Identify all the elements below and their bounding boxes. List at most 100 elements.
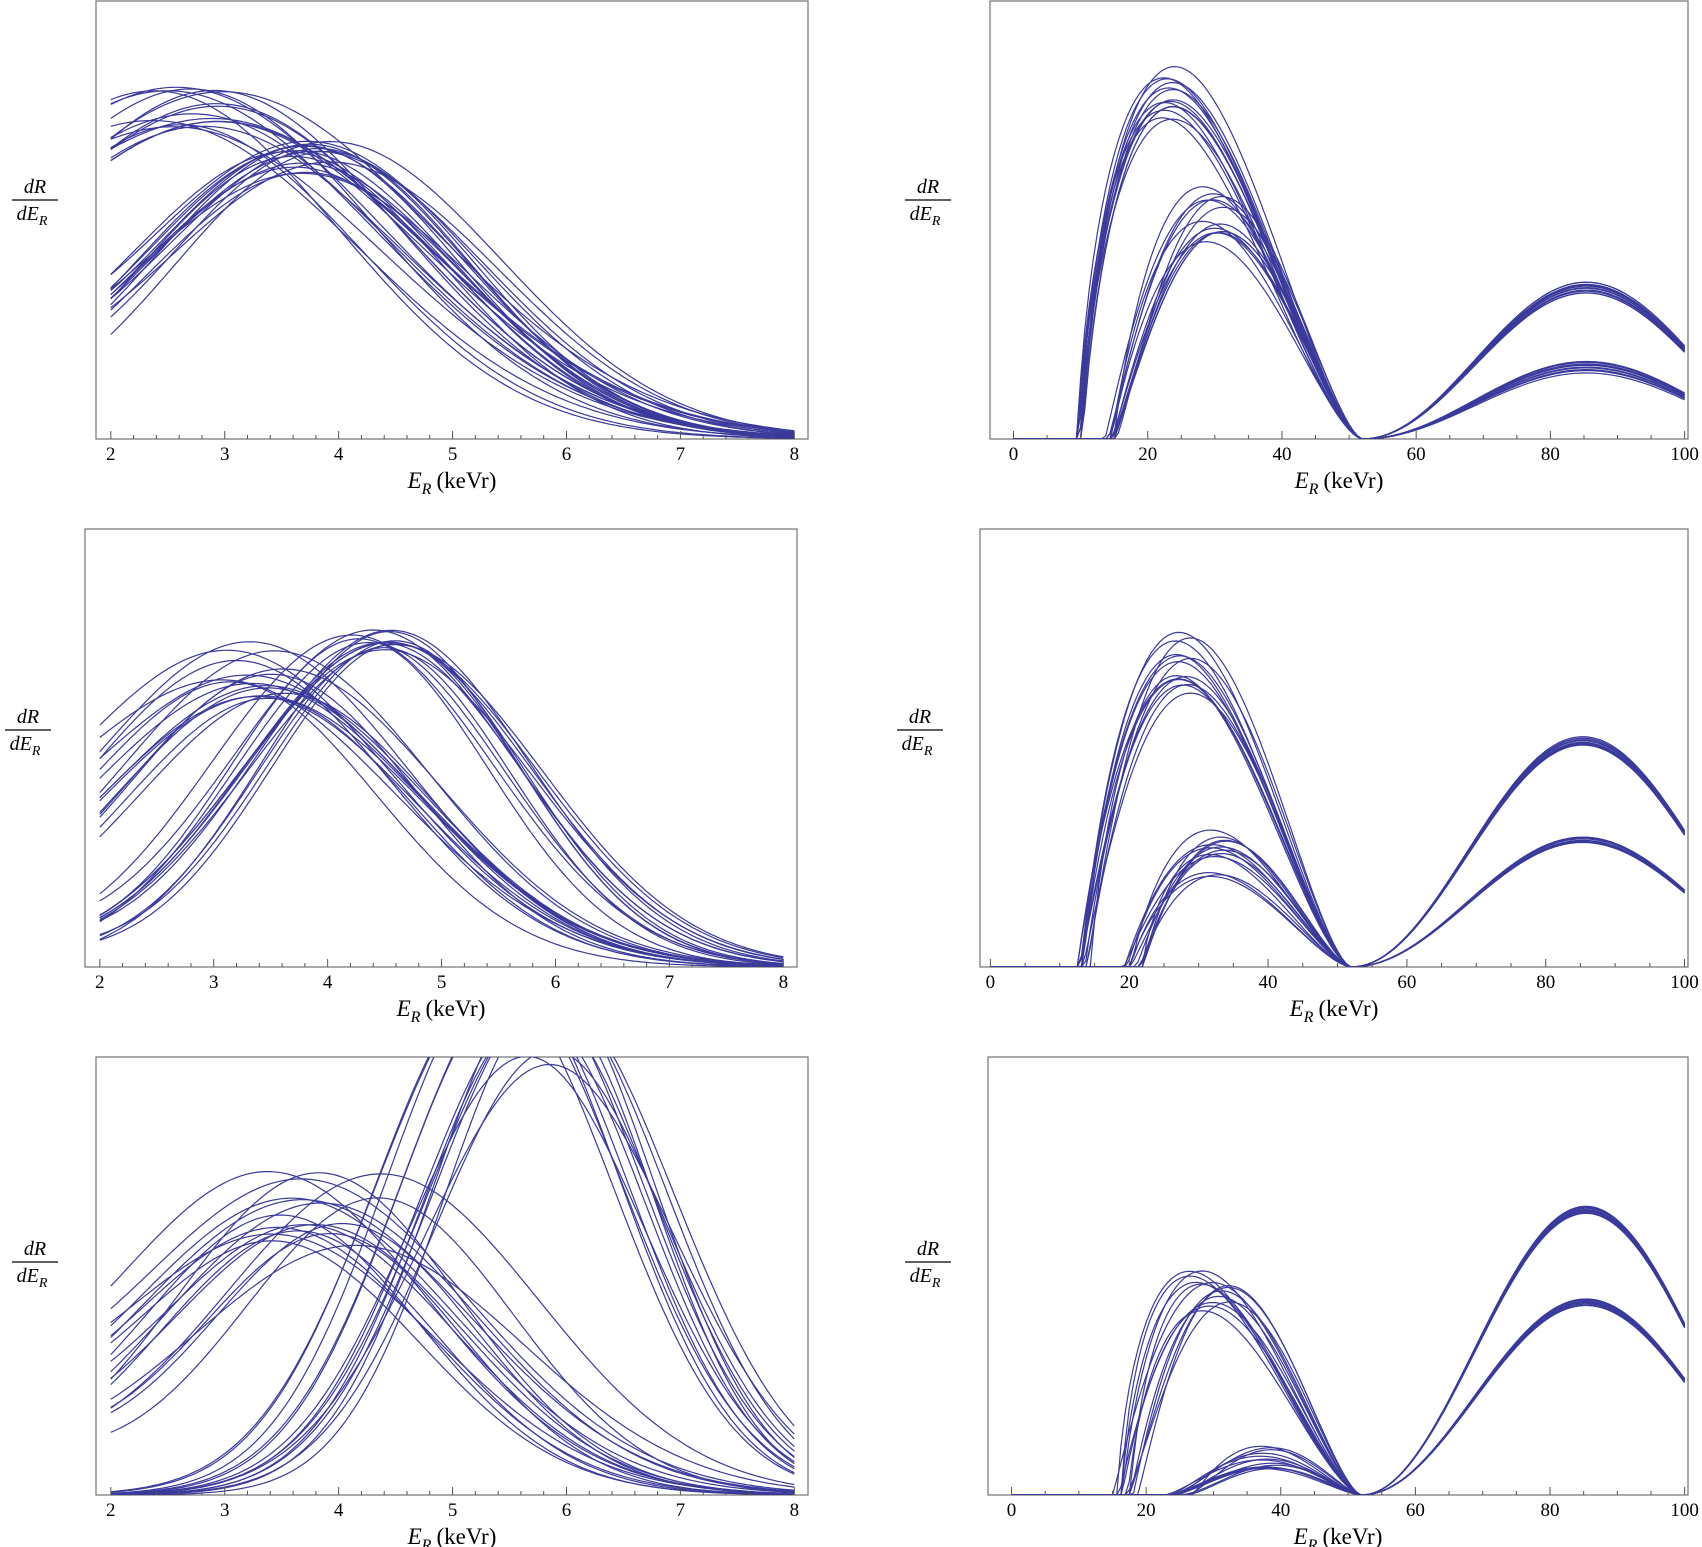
series-line-2-11 bbox=[1013, 241, 1685, 439]
series-line-1-6 bbox=[1013, 78, 1686, 439]
series-line-1-8 bbox=[1011, 1210, 1686, 1495]
series-group bbox=[1013, 65, 1686, 439]
x-tick-label: 3 bbox=[220, 1500, 230, 1521]
x-tick-label: 20 bbox=[1137, 1500, 1156, 1521]
series-line-2-13 bbox=[99, 642, 784, 963]
x-tick-label: 20 bbox=[1120, 972, 1139, 993]
x-axis-label: ER (keVr) bbox=[396, 996, 486, 1026]
x-tick-label: 60 bbox=[1397, 972, 1416, 993]
series-line-1-3 bbox=[110, 121, 795, 434]
x-tick-label: 3 bbox=[209, 972, 219, 993]
series-line-2-10 bbox=[110, 1057, 795, 1494]
series-line-2-5 bbox=[110, 1057, 795, 1495]
svg-text:dER: dER bbox=[910, 203, 941, 229]
x-tick-label: 6 bbox=[562, 1500, 572, 1521]
series-group bbox=[110, 1057, 795, 1495]
x-tick-label: 0 bbox=[986, 972, 996, 993]
series-line-1-8 bbox=[110, 1233, 795, 1495]
series-line-1-14 bbox=[990, 679, 1685, 967]
series-line-2-14 bbox=[990, 840, 1685, 967]
y-axis-label: dR dER bbox=[12, 1238, 58, 1291]
series-line-1-12 bbox=[1011, 1211, 1686, 1495]
series-line-1-11 bbox=[110, 1197, 795, 1493]
x-tick-label: 8 bbox=[779, 972, 789, 993]
series-line-1-10 bbox=[1011, 1206, 1686, 1495]
series-line-2-5 bbox=[1013, 199, 1685, 439]
series-line-1-4 bbox=[110, 1202, 795, 1493]
x-axis-label: ER (keVr) bbox=[407, 1524, 497, 1547]
x-tick-label: 0 bbox=[1007, 1500, 1017, 1521]
series-group bbox=[99, 629, 784, 967]
x-tick-label: 6 bbox=[551, 972, 561, 993]
series-line-1-3 bbox=[1011, 1211, 1686, 1495]
x-tick-label: 7 bbox=[665, 972, 675, 993]
x-tick-label: 60 bbox=[1406, 1500, 1425, 1521]
series-line-1-1 bbox=[1013, 117, 1686, 439]
series-line-2-8 bbox=[99, 629, 784, 962]
series-line-2-4 bbox=[1013, 232, 1685, 439]
series-line-2-13 bbox=[1011, 1301, 1686, 1495]
series-line-1-16 bbox=[110, 1244, 795, 1488]
series-line-2-5 bbox=[1011, 1304, 1686, 1495]
series-line-1-4 bbox=[1013, 88, 1686, 439]
x-axis-label: ER (keVr) bbox=[1294, 468, 1384, 498]
x-tick-label: 60 bbox=[1407, 444, 1426, 465]
x-tick-label: 5 bbox=[437, 972, 447, 993]
series-line-1-5 bbox=[1011, 1205, 1686, 1495]
series-group bbox=[1011, 1205, 1686, 1495]
x-axis-label: ER (keVr) bbox=[1293, 1524, 1383, 1547]
series-line-1-3 bbox=[110, 1178, 795, 1491]
series-line-1-6 bbox=[1011, 1207, 1686, 1495]
panel-2: 0 20 40 60 80 100 ER (keVr) dR dER bbox=[905, 0, 1699, 498]
series-line-1-9 bbox=[110, 1172, 795, 1495]
series-line-2-9 bbox=[99, 640, 784, 965]
x-tick-label: 100 bbox=[1670, 972, 1699, 993]
y-axis-label: dR dER bbox=[905, 176, 951, 229]
series-line-2-12 bbox=[990, 829, 1685, 967]
x-tick-label: 80 bbox=[1541, 444, 1560, 465]
plot-frame bbox=[84, 528, 798, 968]
series-line-1-14 bbox=[1013, 81, 1686, 439]
series-line-1-17 bbox=[110, 1199, 795, 1492]
series-line-2-5 bbox=[110, 140, 795, 436]
x-tick-label: 2 bbox=[106, 444, 116, 465]
y-axis-label: dR dER bbox=[905, 1238, 951, 1291]
series-line-2-2 bbox=[1011, 1301, 1686, 1495]
svg-text:dR: dR bbox=[24, 176, 46, 198]
series-line-1-10 bbox=[1013, 109, 1686, 439]
series-line-2-16 bbox=[110, 161, 795, 434]
x-tick-label: 4 bbox=[334, 1500, 344, 1521]
x-tick-label: 7 bbox=[676, 444, 686, 465]
series-group bbox=[110, 86, 795, 439]
plot-frame bbox=[95, 0, 809, 440]
series-line-2-13 bbox=[110, 1057, 795, 1495]
series-line-1-14 bbox=[1011, 1207, 1686, 1495]
x-tick-label: 80 bbox=[1536, 972, 1555, 993]
series-line-1-7 bbox=[1011, 1212, 1686, 1495]
series-line-1-4 bbox=[1011, 1206, 1686, 1495]
series-line-1-2 bbox=[1011, 1211, 1686, 1495]
panel-3: 2 3 4 5 6 7 8 ER (keVr) dR dER bbox=[5, 528, 798, 1026]
series-line-1-13 bbox=[110, 1197, 795, 1493]
series-line-1-13 bbox=[99, 696, 784, 967]
series-line-2-14 bbox=[110, 1057, 795, 1495]
x-tick-label: 7 bbox=[676, 1500, 686, 1521]
series-line-1-14 bbox=[110, 126, 795, 437]
x-tick-label: 40 bbox=[1271, 1500, 1290, 1521]
svg-text:dR: dR bbox=[917, 176, 939, 198]
series-line-2-7 bbox=[110, 145, 795, 437]
series-line-2-3 bbox=[1011, 1299, 1686, 1495]
series-line-1-8 bbox=[1013, 77, 1686, 439]
panel-5: 2 3 4 5 6 7 8 ER (keVr) dR dER bbox=[12, 1056, 809, 1547]
svg-text:dR: dR bbox=[17, 706, 39, 728]
x-tick-label: 40 bbox=[1259, 972, 1278, 993]
svg-text:dER: dER bbox=[10, 733, 41, 759]
series-line-1-11 bbox=[1013, 100, 1686, 439]
series-line-2-8 bbox=[110, 162, 795, 438]
series-line-2-9 bbox=[1011, 1299, 1686, 1495]
panel-4: 0 20 40 60 80 100 ER (keVr) dR dER bbox=[897, 528, 1699, 1026]
series-line-2-10 bbox=[99, 638, 784, 967]
series-line-2-12 bbox=[1011, 1304, 1686, 1495]
x-tick-label: 2 bbox=[95, 972, 105, 993]
series-line-1-12 bbox=[1013, 99, 1686, 439]
